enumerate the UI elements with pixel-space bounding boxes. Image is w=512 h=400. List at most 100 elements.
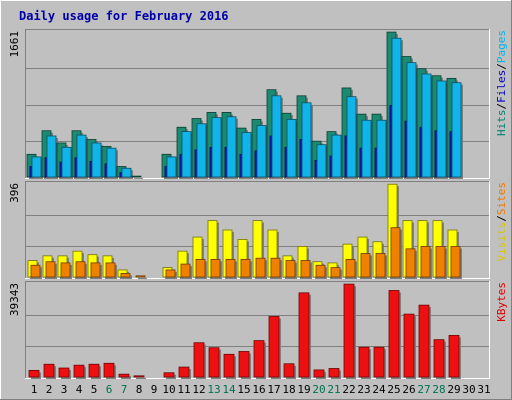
bar-kbytes-fill (358, 346, 370, 378)
bar-sites-fill (420, 246, 431, 278)
bar-sites-fill (240, 258, 251, 278)
bar-hits (131, 175, 143, 179)
bar-pages-fill (271, 95, 282, 178)
bar-pages-fill (31, 156, 42, 178)
bar-sites-fill (210, 258, 221, 278)
bar-sites (90, 262, 102, 279)
bar-pages (196, 123, 208, 179)
bar-kbytes-fill (103, 362, 115, 378)
bar-kbytes-fill (223, 353, 235, 378)
bar-sites (450, 246, 462, 279)
bar-pages (106, 147, 118, 179)
bar-sites-fill (45, 261, 56, 278)
bar-sites (225, 258, 237, 279)
bar-kbytes (373, 346, 386, 379)
bar-sites-fill (435, 246, 446, 278)
chart-title: Daily usage for February 2016 (19, 9, 229, 23)
x-tick-label: 6 (106, 383, 113, 396)
x-tick-label: 3 (61, 383, 68, 396)
bar-pages (31, 156, 43, 179)
bar-sites-shadow (138, 277, 147, 279)
bar-kbytes (418, 304, 431, 379)
bar-kbytes (223, 353, 236, 379)
bar-pages-fill (226, 116, 237, 178)
bar-pages-fill (346, 96, 357, 178)
bar-kbytes (88, 363, 101, 379)
bar-kbytes (403, 313, 416, 379)
bar-pages (211, 117, 223, 179)
bar-sites-fill (270, 257, 281, 278)
x-tick-label: 24 (372, 383, 386, 396)
bar-pages (346, 96, 358, 179)
bar-pages-fill (421, 73, 432, 178)
bar-pages (316, 144, 328, 179)
legend-entry: / (495, 63, 508, 70)
bar-kbytes-fill (58, 367, 70, 378)
bar-sites (420, 246, 432, 279)
bar-kbytes-fill (118, 373, 130, 378)
x-tick-label: 1 (31, 383, 38, 396)
bar-hits-shadow (134, 178, 143, 179)
bar-kbytes-fill (238, 351, 250, 378)
bar-kbytes-fill (313, 369, 325, 378)
bar-pages (376, 119, 388, 179)
bar-kbytes-fill (448, 334, 460, 378)
bar-pages-fill (241, 132, 252, 178)
bar-pages (436, 80, 448, 179)
x-tick-label: 14 (222, 383, 236, 396)
legend-entry: / (495, 103, 508, 110)
bar-kbytes (163, 372, 176, 379)
legend-hits-files-pages: Hits/Files/Pages (495, 30, 508, 136)
bar-pages-fill (451, 82, 462, 178)
panel-visits-sites: 396 Visits/Sites (8, 181, 508, 279)
legend-entry: Sites (495, 182, 508, 215)
bar-pages-fill (391, 37, 402, 178)
bar-pages-fill (286, 118, 297, 178)
bar-sites (30, 264, 42, 279)
bar-kbytes-fill (208, 347, 220, 378)
bar-kbytes (118, 373, 131, 379)
x-tick-label: 4 (76, 383, 83, 396)
bar-pages (166, 156, 178, 179)
bar-sites (300, 260, 312, 279)
bar-sites (135, 275, 147, 279)
bar-kbytes (298, 292, 311, 379)
bar-kbytes (433, 339, 446, 379)
bar-pages-fill (166, 156, 177, 178)
bar-sites (180, 263, 192, 279)
bar-kbytes-fill (133, 375, 145, 378)
bar-kbytes-fill (343, 283, 355, 378)
x-tick-label: 31 (477, 383, 490, 396)
bar-pages-fill (301, 102, 312, 178)
x-tick-label: 2 (46, 383, 53, 396)
bar-kbytes-fill (73, 364, 85, 378)
bar-pages (406, 62, 418, 179)
x-tick-label: 25 (387, 383, 400, 396)
bar-pages (331, 134, 343, 179)
bar-sites (405, 248, 417, 279)
bar-pages (181, 131, 193, 179)
x-tick-label: 27 (417, 383, 430, 396)
x-tick-label: 9 (151, 383, 158, 396)
x-tick-label: 30 (462, 383, 475, 396)
bar-pages-fill (106, 147, 117, 178)
legend-entry: Hits (495, 110, 508, 137)
bar-kbytes-fill (298, 292, 310, 378)
bar-pages (46, 135, 58, 179)
bar-sites-fill (90, 262, 101, 278)
legend-entry: Files (495, 70, 508, 103)
x-tick-label: 16 (252, 383, 265, 396)
bar-kbytes (313, 369, 326, 379)
bar-sites (315, 264, 327, 279)
x-tick-label: 7 (121, 383, 128, 396)
bar-kbytes (343, 283, 356, 379)
bar-sites (105, 262, 117, 279)
x-tick-label: 5 (91, 383, 98, 396)
bar-kbytes-fill (283, 363, 295, 378)
x-tick-label: 22 (342, 383, 355, 396)
panel-kbytes: 39343 KBytes (8, 281, 508, 379)
bar-sites (375, 253, 387, 279)
bar-pages (256, 125, 268, 179)
x-tick-label: 19 (297, 383, 310, 396)
